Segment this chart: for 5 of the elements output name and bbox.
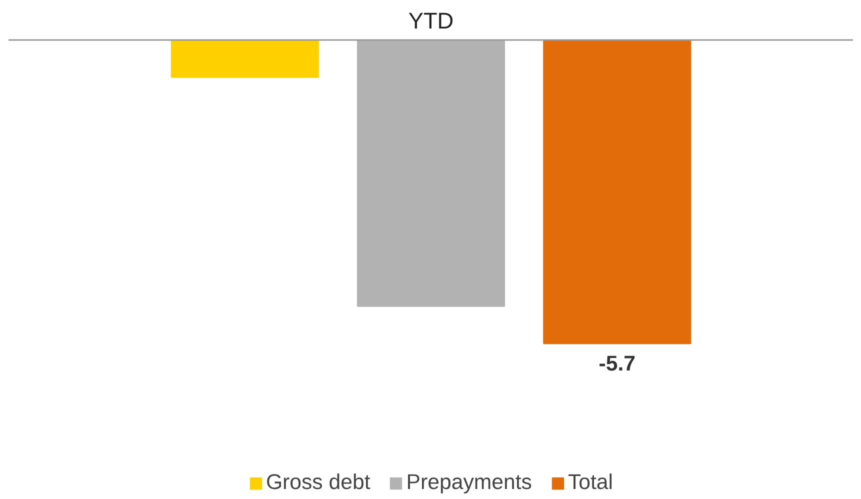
legend-label: Prepayments: [406, 470, 532, 495]
legend-label: Total: [568, 470, 614, 495]
legend-label: Gross debt: [266, 470, 370, 495]
data-label: -5.7: [598, 352, 636, 376]
chart-title: YTD: [408, 8, 454, 34]
